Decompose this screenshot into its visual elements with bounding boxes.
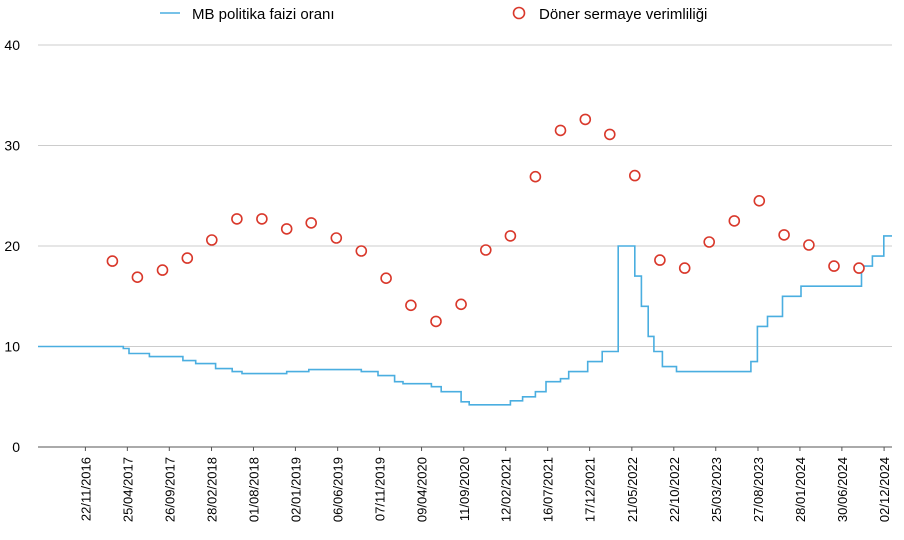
scatter-point: [579, 113, 592, 126]
x-tick-label: 26/09/2017: [162, 457, 177, 522]
scatter-point: [206, 234, 218, 246]
grid-lines: [38, 44, 892, 448]
x-tick-label: 02/01/2019: [288, 457, 303, 522]
rate-line-series: [38, 235, 892, 406]
x-tick-label: 25/03/2023: [709, 457, 724, 522]
y-axis-ticks: 0 10 20 30 40: [4, 37, 20, 455]
x-axis: 22/11/2016 25/04/2017 26/09/2017 28/02/2018…: [78, 447, 892, 522]
scatter-point: [778, 229, 790, 241]
x-tick-label: 07/11/2019: [373, 457, 388, 521]
legend-label-rate: MB politika faizi oranı: [192, 6, 335, 23]
x-tick-label: 11/09/2020: [457, 457, 472, 521]
y-tick-label: 10: [4, 339, 20, 355]
scatter-point: [106, 255, 119, 267]
rate-line: [38, 235, 892, 406]
x-tick-label: 16/07/2021: [541, 457, 556, 522]
scatter-point: [504, 230, 517, 242]
legend-label-scatter: Döner sermaye verimliliği: [539, 6, 707, 23]
scatter-point: [131, 271, 144, 284]
x-tick-label: 01/08/2018: [246, 457, 261, 522]
x-tick-label: 28/01/2024: [793, 457, 808, 522]
scatter-point: [405, 299, 417, 312]
x-tick-label: 28/02/2018: [205, 457, 220, 522]
legend-circle-swatch: [512, 6, 526, 20]
y-tick-label: 30: [4, 138, 20, 154]
scatter-series: [106, 113, 865, 328]
scatter-point: [728, 215, 741, 227]
scatter-point: [554, 124, 567, 137]
x-tick-label: 09/04/2020: [415, 457, 430, 522]
y-tick-label: 0: [12, 439, 20, 455]
scatter-point: [853, 262, 865, 274]
scatter-point: [479, 244, 492, 256]
scatter-point: [156, 264, 169, 276]
x-tick-label: 21/05/2022: [625, 457, 640, 522]
y-tick-label: 40: [4, 37, 20, 53]
scatter-point: [430, 315, 442, 328]
scatter-point: [330, 232, 343, 244]
scatter-point: [529, 170, 542, 183]
scatter-point: [355, 245, 368, 257]
scatter-point: [753, 195, 766, 207]
scatter-point: [455, 298, 467, 311]
scatter-point: [628, 169, 641, 182]
scatter-point: [256, 213, 268, 225]
scatter-point: [305, 217, 318, 229]
x-tick-label: 22/10/2022: [667, 457, 682, 522]
scatter-point: [678, 262, 691, 274]
scatter-point: [181, 252, 194, 264]
scatter-point: [603, 128, 616, 141]
x-tick-label: 22/11/2016: [78, 457, 93, 521]
scatter-point: [828, 260, 840, 272]
scatter-point: [280, 223, 293, 235]
x-tick-label: 06/06/2019: [331, 457, 346, 522]
x-tick-label: 17/12/2021: [583, 457, 598, 522]
scatter-point: [380, 272, 392, 285]
x-tick-label: 12/02/2021: [499, 457, 514, 522]
scatter-point: [703, 236, 716, 248]
y-tick-label: 20: [4, 238, 20, 254]
x-tick-label: 30/06/2024: [835, 457, 850, 522]
scatter-point: [231, 213, 243, 225]
legend: MB politika faizi oranı Döner sermaye ve…: [160, 6, 707, 23]
x-tick-label: 02/12/2024: [877, 457, 892, 522]
scatter-point: [803, 239, 815, 251]
x-tick-label: 27/08/2023: [751, 457, 766, 522]
x-tick-label: 25/04/2017: [120, 457, 135, 522]
scatter-point: [654, 254, 666, 266]
